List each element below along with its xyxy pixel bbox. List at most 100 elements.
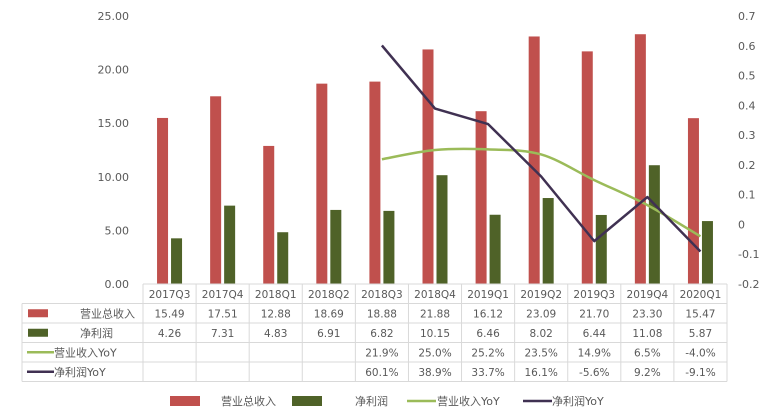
data-label: 7.31 (211, 328, 234, 340)
data-label: 6.5% (634, 347, 661, 359)
series-line (380, 44, 702, 253)
data-label: 18.69 (314, 308, 344, 320)
table-series-label: 营业总收入 (80, 306, 135, 320)
data-label: 33.7% (471, 367, 504, 379)
data-label: 38.9% (418, 367, 451, 379)
legend-label: 营业总收入 (221, 394, 276, 408)
bar (330, 209, 342, 284)
data-label: 12.88 (261, 308, 291, 320)
bar (475, 111, 487, 284)
bar (316, 83, 328, 285)
bar (383, 210, 395, 284)
lines (380, 44, 702, 253)
data-label: 18.88 (367, 308, 397, 320)
legend-key (292, 396, 322, 406)
legend-label: 净利润YoY (552, 394, 604, 408)
y-left-tick-label: 5.00 (105, 224, 130, 237)
x-tick-label: 2017Q4 (202, 289, 244, 301)
y-right-tick-label: 0 (738, 218, 745, 231)
y-right-tick-label: 0.3 (738, 129, 756, 142)
data-label: 14.9% (578, 347, 611, 359)
bar (263, 145, 275, 284)
data-label: 11.08 (632, 328, 662, 340)
y-left-tick-label: 10.00 (98, 171, 130, 184)
axes: 0.00 5.00 10.00 15.00 20.00 25.00 -0.2 -0.1 0 0.1… (98, 10, 760, 291)
bar (210, 96, 222, 284)
bar (648, 165, 660, 284)
x-tick-label: 2018Q1 (255, 289, 297, 301)
data-table: 2017Q3 2017Q4 2018Q1 2018Q2 2018Q3 2018Q4 2019… (21, 283, 728, 382)
series-line (381, 147, 702, 238)
table-series-label: 营业收入YoY (54, 345, 117, 359)
data-label: 16.1% (525, 367, 558, 379)
table-series-label: 净利润YoY (54, 365, 106, 379)
data-label: 23.5% (525, 347, 558, 359)
x-tick-label: 2019Q1 (467, 289, 509, 301)
data-label: -9.1% (685, 367, 715, 379)
data-label: 5.87 (689, 328, 712, 340)
legend-label: 净利润 (355, 394, 388, 408)
data-label: 4.83 (264, 328, 287, 340)
data-label: 23.09 (526, 308, 556, 320)
bar (369, 81, 381, 284)
y-left-tick-label: 25.00 (98, 10, 130, 23)
x-tick-label: 2018Q2 (308, 289, 350, 301)
x-tick-label: 2018Q4 (414, 289, 456, 301)
bar (157, 117, 169, 284)
y-right-tick-label: -0.1 (738, 248, 759, 261)
data-label: 16.12 (473, 308, 503, 320)
data-label: 9.2% (634, 367, 661, 379)
legend: 营业总收入 净利润 营业收入YoY 净利润YoY (170, 394, 604, 408)
y-right-tick-label: 0.5 (738, 70, 756, 83)
data-label: 60.1% (365, 367, 398, 379)
y-left-tick-label: 15.00 (98, 117, 130, 130)
data-label: 6.91 (317, 328, 340, 340)
y-right-tick-label: -0.2 (738, 278, 759, 291)
bar (436, 175, 448, 284)
bar (542, 198, 554, 284)
table-series-label: 净利润 (80, 326, 113, 340)
x-tick-label: 2017Q3 (149, 289, 191, 301)
data-label: -4.0% (685, 347, 715, 359)
bars (157, 34, 713, 285)
data-label: 6.46 (476, 328, 500, 340)
bar (224, 205, 236, 284)
data-label: 25.0% (418, 347, 451, 359)
bar (528, 36, 540, 284)
data-label: 6.82 (370, 328, 393, 340)
x-tick-label: 2019Q3 (573, 289, 615, 301)
y-left-tick-label: 20.00 (98, 64, 130, 77)
data-label: -5.6% (579, 367, 609, 379)
data-label: 4.26 (158, 328, 182, 340)
bar (489, 214, 501, 284)
bar (581, 51, 593, 284)
data-label: 8.02 (529, 328, 552, 340)
table-legend-key (28, 309, 48, 318)
legend-label: 营业收入YoY (437, 394, 500, 408)
data-label: 23.30 (632, 308, 662, 320)
x-tick-label: 2019Q4 (627, 289, 669, 301)
bar (634, 34, 646, 284)
bar (701, 221, 713, 284)
data-label: 17.51 (208, 308, 238, 320)
data-label: 15.47 (685, 308, 715, 320)
bar (595, 214, 607, 284)
data-label: 6.44 (583, 328, 607, 340)
y-left-tick-label: 0.00 (105, 278, 130, 291)
data-label: 21.70 (579, 308, 609, 320)
x-tick-label: 2018Q3 (361, 289, 403, 301)
data-label: 21.9% (365, 347, 398, 359)
data-label: 15.49 (155, 308, 185, 320)
x-tick-label: 2019Q2 (520, 289, 562, 301)
bar (687, 118, 699, 285)
bar (422, 49, 434, 285)
data-label: 21.88 (420, 308, 450, 320)
y-right-tick-label: 0.2 (738, 159, 756, 172)
bar (277, 232, 289, 284)
bar (171, 238, 183, 284)
data-label: 25.2% (471, 347, 504, 359)
x-tick-label: 2020Q1 (680, 289, 722, 301)
y-right-tick-label: 0.7 (738, 10, 756, 23)
legend-key (170, 396, 200, 406)
